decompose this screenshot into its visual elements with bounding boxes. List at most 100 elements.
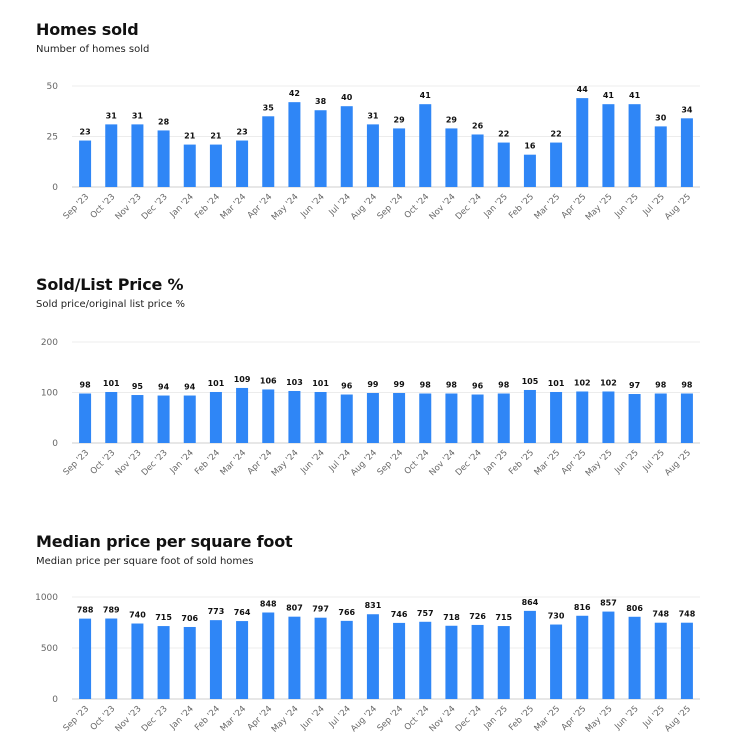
bar: [131, 395, 144, 443]
data-label: 98: [446, 381, 458, 390]
data-label: 94: [184, 383, 196, 392]
bar: [576, 98, 589, 187]
bar: [393, 622, 406, 699]
bar: [209, 391, 222, 443]
data-label: 106: [260, 376, 277, 385]
data-label: 109: [234, 375, 251, 384]
x-tick-label: Nov '24: [428, 704, 458, 734]
bar: [262, 612, 275, 699]
data-label: 98: [80, 381, 92, 390]
data-label: 848: [260, 600, 277, 609]
data-label: 44: [577, 85, 589, 94]
x-tick-label: Mar '24: [219, 704, 249, 734]
data-label: 857: [600, 599, 617, 608]
bar: [209, 144, 222, 187]
data-label: 96: [472, 382, 484, 391]
x-tick-label: Oct '24: [403, 704, 432, 733]
bar: [628, 104, 641, 187]
data-label: 740: [129, 611, 146, 620]
bar: [680, 393, 693, 443]
data-label: 99: [394, 380, 406, 389]
bar: [79, 393, 92, 443]
data-label: 103: [286, 378, 303, 387]
bar: [236, 621, 249, 699]
bar: [602, 611, 615, 699]
bar: [262, 116, 275, 187]
data-label: 816: [574, 603, 591, 612]
data-label: 29: [446, 115, 458, 124]
sold-list-price-section: Sold/List Price % Sold price/original li…: [36, 275, 700, 479]
data-label: 102: [600, 378, 617, 387]
x-tick-label: Dec '24: [454, 704, 484, 734]
data-label: 21: [184, 132, 196, 141]
data-label: 41: [420, 91, 432, 100]
data-label: 41: [629, 91, 641, 100]
bar: [340, 106, 353, 187]
bar: [550, 391, 563, 443]
bar: [314, 391, 327, 443]
chart-subtitle: Median price per square foot of sold hom…: [36, 556, 254, 567]
bar: [157, 395, 170, 443]
bar: [654, 622, 667, 699]
x-tick-label: Feb '25: [507, 704, 536, 733]
bar: [288, 102, 301, 187]
x-tick-label: May '24: [270, 704, 301, 735]
data-label: 797: [312, 605, 329, 614]
data-label: 23: [80, 128, 91, 137]
bar: [393, 128, 406, 187]
data-label: 22: [498, 130, 509, 139]
bar: [131, 623, 144, 699]
bar: [236, 387, 249, 443]
bar: [680, 622, 693, 699]
bar: [550, 142, 563, 187]
x-tick-label: Jan '25: [482, 704, 510, 732]
data-label: 98: [655, 381, 667, 390]
bar: [236, 140, 249, 187]
x-tick-label: Jun '24: [298, 704, 326, 732]
data-label: 706: [181, 614, 198, 623]
x-tick-label: Feb '24: [193, 704, 222, 733]
data-label: 757: [417, 609, 434, 618]
x-tick-label: May '25: [584, 704, 615, 735]
x-tick-label: Oct '23: [89, 704, 118, 733]
data-label: 864: [522, 598, 539, 607]
data-label: 715: [495, 613, 512, 622]
data-label: 98: [498, 381, 510, 390]
data-label: 98: [420, 381, 432, 390]
data-label: 726: [469, 612, 486, 621]
x-tick-label: Aug '24: [349, 704, 379, 734]
bar: [445, 625, 458, 699]
data-label: 97: [629, 381, 640, 390]
bar: [419, 393, 432, 443]
y-tick-label: 0: [52, 695, 58, 705]
x-tick-label: Sep '24: [376, 704, 406, 734]
data-label: 98: [681, 381, 693, 390]
x-tick-label: Jan '24: [168, 704, 196, 732]
bar: [131, 124, 144, 187]
bar: [628, 616, 641, 699]
bar: [497, 393, 510, 443]
bar: [262, 389, 275, 443]
bar: [288, 616, 301, 699]
data-label: 101: [312, 379, 329, 388]
bar: [366, 124, 379, 187]
data-label: 788: [77, 606, 94, 615]
bar: [445, 393, 458, 443]
bar: [654, 393, 667, 443]
chart-subtitle: Number of homes sold: [36, 44, 150, 55]
data-label: 806: [626, 604, 643, 613]
bar: [366, 393, 379, 443]
data-label: 746: [391, 610, 408, 619]
y-tick-label: 0: [52, 439, 58, 449]
bar: [105, 391, 118, 443]
chart-title: Median price per square foot: [36, 532, 293, 551]
bar: [105, 124, 118, 187]
bar: [419, 104, 432, 187]
bar: [183, 395, 196, 443]
data-label: 16: [524, 142, 536, 151]
data-label: 35: [263, 103, 275, 112]
data-label: 715: [155, 613, 172, 622]
bar: [497, 142, 510, 187]
